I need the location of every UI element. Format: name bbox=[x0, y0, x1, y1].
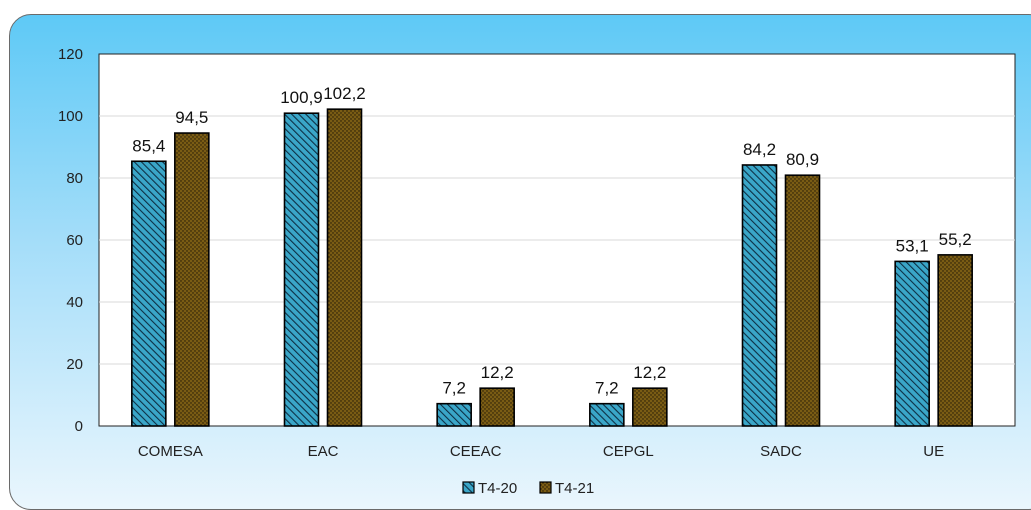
bar-t4-20-ue bbox=[894, 260, 930, 427]
x-axis: COMESA EAC CEEAC CEPGL SADC UE bbox=[138, 443, 944, 460]
legend-label: T4-21 bbox=[555, 480, 594, 497]
y-tick-label: 100 bbox=[58, 108, 83, 125]
data-label: 94,5 bbox=[175, 108, 208, 127]
bar-t4-21-ceeac bbox=[479, 387, 515, 427]
bars bbox=[131, 108, 973, 427]
x-tick-label: UE bbox=[923, 443, 944, 460]
bar-t4-21-comesa bbox=[174, 132, 210, 427]
legend-swatch-t4-20 bbox=[462, 481, 475, 494]
legend-label: T4-20 bbox=[478, 480, 517, 497]
data-label: 12,2 bbox=[481, 363, 514, 382]
data-label: 102,2 bbox=[323, 84, 366, 103]
x-tick-label: CEPGL bbox=[603, 443, 654, 460]
data-label: 7,2 bbox=[442, 379, 466, 398]
data-label: 7,2 bbox=[595, 379, 619, 398]
data-label: 55,2 bbox=[939, 230, 972, 249]
y-tick-label: 0 bbox=[75, 418, 83, 435]
data-labels: 85,4 94,5 100,9 102,2 7,2 12,2 7,2 12,2 84,2 80,9… bbox=[132, 84, 972, 398]
bar-t4-21-sadc bbox=[784, 174, 821, 427]
y-axis: 0 20 40 60 80 100 120 bbox=[58, 46, 83, 435]
bar-t4-21-ue bbox=[937, 254, 973, 427]
data-label: 100,9 bbox=[280, 88, 323, 107]
data-label: 80,9 bbox=[786, 150, 819, 169]
y-tick-label: 60 bbox=[66, 232, 83, 249]
bar-t4-21-cepgl bbox=[632, 387, 668, 427]
x-tick-label: CEEAC bbox=[450, 443, 502, 460]
bar-t4-21-eac bbox=[326, 108, 363, 427]
data-label: 53,1 bbox=[896, 236, 929, 255]
x-tick-label: SADC bbox=[760, 443, 802, 460]
bar-t4-20-cepgl bbox=[589, 402, 625, 427]
y-tick-label: 40 bbox=[66, 294, 83, 311]
data-label: 12,2 bbox=[633, 363, 666, 382]
gridlines bbox=[99, 115, 1015, 365]
y-tick-label: 120 bbox=[58, 46, 83, 63]
bar-t4-20-eac bbox=[283, 112, 320, 427]
legend: T4-20 T4-21 bbox=[462, 480, 594, 497]
y-tick-label: 80 bbox=[66, 170, 83, 187]
bar-t4-20-comesa bbox=[131, 160, 167, 427]
legend-swatch-t4-21 bbox=[539, 481, 552, 494]
data-label: 84,2 bbox=[743, 140, 776, 159]
data-label: 85,4 bbox=[132, 136, 165, 155]
bar-t4-20-sadc bbox=[741, 164, 778, 427]
x-tick-label: COMESA bbox=[138, 443, 203, 460]
y-tick-label: 20 bbox=[66, 356, 83, 373]
x-tick-label: EAC bbox=[308, 443, 339, 460]
bar-t4-20-ceeac bbox=[436, 402, 472, 427]
